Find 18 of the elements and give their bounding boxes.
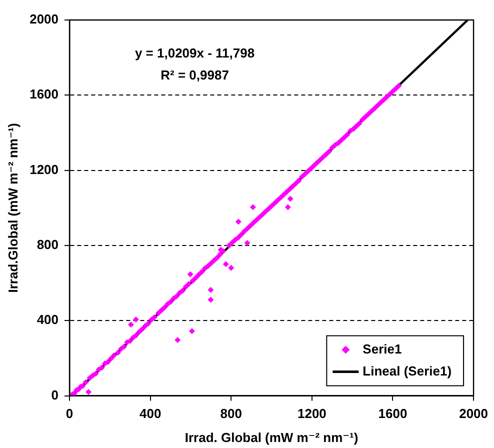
y-tick-label: 0 <box>51 387 59 402</box>
y-tick-label: 800 <box>36 237 59 252</box>
x-tick-label: 400 <box>139 406 162 422</box>
y-tick-label: 400 <box>36 312 59 328</box>
x-tick-label: 1200 <box>297 406 326 422</box>
legend-label: Lineal (Serie1) <box>362 363 452 378</box>
annotation: R² = 0,9987 <box>160 68 229 83</box>
y-tick-label: 1600 <box>30 86 59 102</box>
annotation: y = 1,0209x - 11,798 <box>134 46 255 61</box>
x-tick-label: 2000 <box>459 406 488 422</box>
y-tick-label: 2000 <box>30 12 59 27</box>
y-axis-title: Irrad.Global (mW m⁻² nm⁻¹) <box>5 123 20 293</box>
legend-label: Serie1 <box>362 341 402 356</box>
x-tick-label: 0 <box>66 406 74 422</box>
x-tick-label: 800 <box>220 406 242 422</box>
y-tick-label: 1200 <box>30 162 59 177</box>
x-tick-label: 1600 <box>378 406 408 422</box>
x-axis-title: Irrad. Global (mW m⁻² nm⁻¹) <box>184 430 358 445</box>
